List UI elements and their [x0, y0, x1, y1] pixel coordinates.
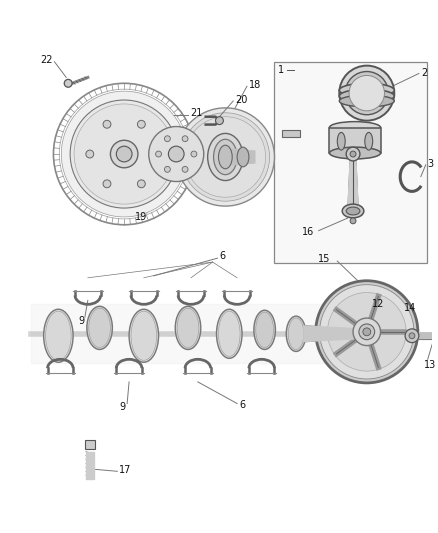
Circle shape: [155, 151, 162, 157]
Circle shape: [320, 285, 414, 379]
Text: 22: 22: [41, 55, 53, 64]
Circle shape: [86, 150, 94, 158]
Circle shape: [191, 151, 197, 157]
Polygon shape: [31, 304, 325, 364]
Circle shape: [103, 180, 111, 188]
Text: 15: 15: [318, 254, 330, 264]
Circle shape: [61, 91, 187, 217]
Text: 16: 16: [302, 227, 314, 237]
Text: 18: 18: [249, 80, 261, 90]
Circle shape: [117, 146, 132, 162]
Circle shape: [164, 166, 170, 172]
Ellipse shape: [129, 309, 159, 362]
Circle shape: [181, 113, 269, 201]
Circle shape: [405, 329, 419, 343]
Text: 6: 6: [219, 251, 226, 261]
Ellipse shape: [329, 147, 381, 159]
Circle shape: [353, 318, 381, 345]
Circle shape: [149, 126, 204, 182]
Circle shape: [110, 140, 138, 168]
Circle shape: [138, 120, 145, 128]
Circle shape: [164, 136, 170, 142]
Circle shape: [350, 218, 356, 224]
Ellipse shape: [339, 83, 394, 97]
Ellipse shape: [329, 122, 381, 133]
Circle shape: [70, 100, 178, 208]
Circle shape: [185, 117, 265, 197]
Circle shape: [182, 166, 188, 172]
Ellipse shape: [237, 147, 249, 167]
Bar: [275, 62, 427, 263]
Text: 3: 3: [427, 159, 434, 169]
Ellipse shape: [214, 139, 237, 175]
Ellipse shape: [365, 132, 373, 150]
Ellipse shape: [339, 95, 394, 107]
Polygon shape: [419, 333, 438, 338]
Text: 13: 13: [424, 360, 436, 370]
Ellipse shape: [339, 89, 394, 103]
Text: 21: 21: [190, 108, 202, 118]
Circle shape: [138, 180, 145, 188]
Ellipse shape: [44, 309, 73, 362]
Ellipse shape: [216, 309, 242, 358]
Ellipse shape: [286, 316, 306, 351]
Circle shape: [345, 71, 389, 115]
Text: 6: 6: [239, 400, 245, 409]
Text: 14: 14: [404, 303, 417, 313]
Circle shape: [64, 79, 72, 87]
Bar: [329, 127, 381, 153]
Text: 19: 19: [135, 212, 147, 222]
Text: 20: 20: [235, 95, 247, 105]
Circle shape: [350, 151, 356, 157]
Text: 1: 1: [279, 64, 285, 75]
Circle shape: [409, 333, 415, 338]
Ellipse shape: [208, 133, 243, 181]
Bar: [283, 131, 300, 138]
Polygon shape: [86, 451, 94, 479]
Circle shape: [349, 76, 385, 111]
Circle shape: [328, 293, 406, 371]
Circle shape: [74, 104, 174, 204]
Polygon shape: [348, 161, 358, 204]
Ellipse shape: [337, 132, 345, 150]
Ellipse shape: [346, 207, 360, 215]
Circle shape: [346, 147, 360, 161]
Circle shape: [363, 328, 371, 336]
Ellipse shape: [342, 204, 364, 218]
Text: 9: 9: [119, 402, 125, 413]
Text: 9: 9: [78, 316, 84, 326]
Bar: [85, 440, 95, 449]
Circle shape: [316, 281, 418, 383]
Circle shape: [182, 136, 188, 142]
Ellipse shape: [175, 306, 201, 350]
Circle shape: [176, 108, 275, 206]
Ellipse shape: [87, 306, 113, 350]
Circle shape: [215, 117, 223, 125]
Text: 2: 2: [421, 68, 427, 78]
Circle shape: [339, 66, 394, 120]
Ellipse shape: [254, 310, 276, 350]
Polygon shape: [232, 149, 255, 165]
Polygon shape: [304, 326, 360, 342]
Circle shape: [359, 324, 374, 340]
Ellipse shape: [219, 145, 232, 169]
Text: 17: 17: [119, 465, 132, 475]
Circle shape: [168, 146, 184, 162]
Circle shape: [155, 150, 162, 158]
Text: 12: 12: [372, 300, 384, 309]
Circle shape: [103, 120, 111, 128]
